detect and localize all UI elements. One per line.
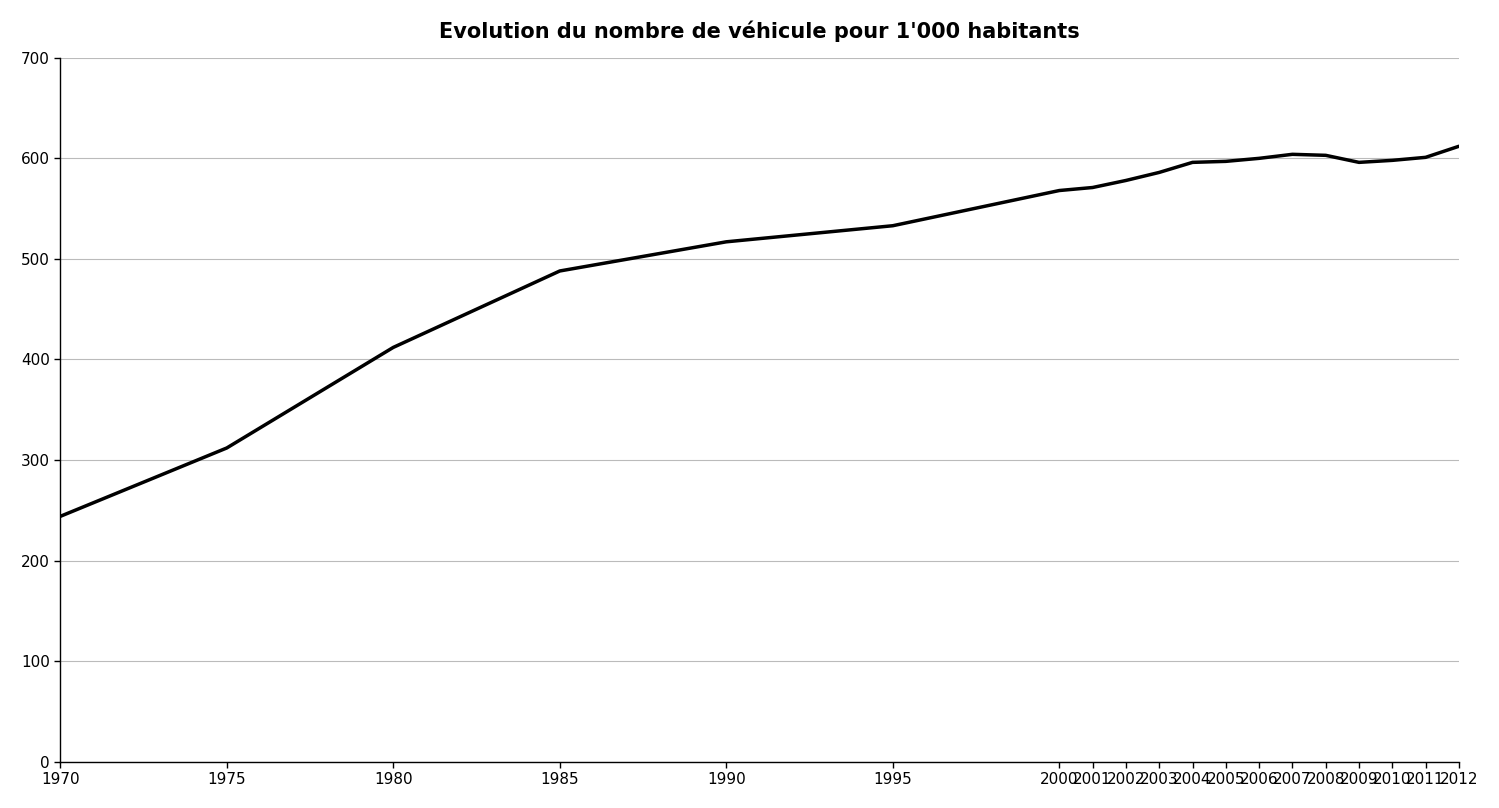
Title: Evolution du nombre de véhicule pour 1'000 habitants: Evolution du nombre de véhicule pour 1'0… (439, 21, 1079, 42)
